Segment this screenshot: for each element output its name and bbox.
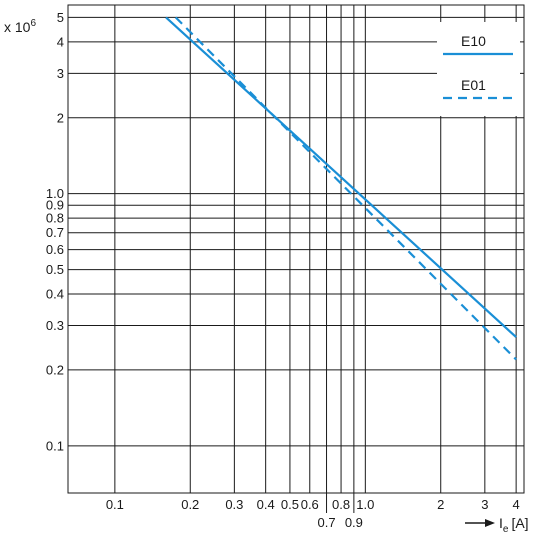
plot-frame <box>67 4 525 494</box>
arrow-right-icon <box>485 519 495 527</box>
y-tick-label: 0.1 <box>46 438 64 453</box>
x-tick-label: 0.8 <box>332 497 350 512</box>
y-tick-label: 1.0 <box>46 186 64 201</box>
legend: E10 E01 <box>437 22 520 116</box>
grid <box>67 4 525 513</box>
x-tick-label: 0.4 <box>257 497 275 512</box>
x-axis-title: Ie [A] <box>465 515 529 535</box>
y-tick-label: 2 <box>57 110 64 125</box>
x-tick-label: 0.7 <box>317 515 335 530</box>
x-tick-label: 3 <box>481 497 488 512</box>
x-tick-label: 2 <box>437 497 444 512</box>
legend-box <box>437 22 520 116</box>
y-tick-label: 0.7 <box>46 225 64 240</box>
x-tick-label: 0.9 <box>345 515 363 530</box>
y-tick-label: 0.8 <box>46 211 64 226</box>
x-tick-label: 0.3 <box>225 497 243 512</box>
y-tick-label: 0.5 <box>46 262 64 277</box>
x-tick-label: 0.2 <box>181 497 199 512</box>
series-line-e01 <box>174 16 517 361</box>
x-tick-label: 0.1 <box>106 497 124 512</box>
legend-label: E10 <box>461 33 486 49</box>
y-tick-label: 0.9 <box>46 198 64 213</box>
series-line-e10 <box>165 16 517 338</box>
y-tick-label: 0.4 <box>46 287 64 302</box>
y-tick-label: 5 <box>57 10 64 25</box>
x-tick-label: 0.6 <box>301 497 319 512</box>
y-tick-label: 4 <box>57 34 64 49</box>
y-multiplier-label: x 106 <box>4 18 36 35</box>
y-tick-label: 3 <box>57 66 64 81</box>
legend-label: E01 <box>461 77 486 93</box>
y-tick-label: 0.2 <box>46 362 64 377</box>
x-tick-label: 4 <box>513 497 520 512</box>
series-group <box>165 16 517 361</box>
x-axis-label: Ie [A] <box>499 515 529 535</box>
y-tick-label: 0.6 <box>46 242 64 257</box>
tick-labels: 0.1 0.2 0.3 0.4 0.5 0.6 0.8 1.0 2 3 40.7 0.90.10.20… <box>46 10 520 530</box>
x-tick-label: 0.5 <box>281 497 299 512</box>
x-tick-label: 1.0 <box>356 497 374 512</box>
y-tick-label: 0.3 <box>46 318 64 333</box>
